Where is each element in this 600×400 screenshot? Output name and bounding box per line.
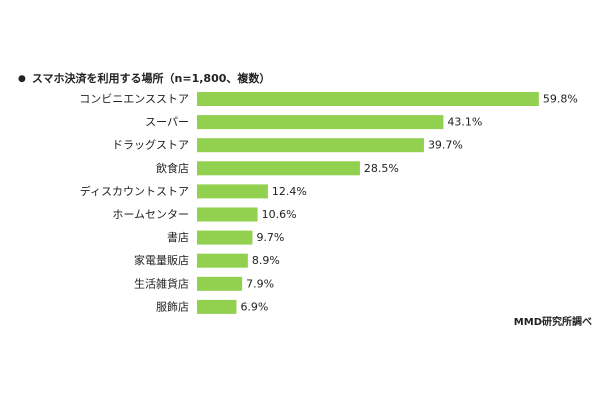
source-note: MMD研究所調べ: [513, 317, 592, 328]
bar: [197, 138, 424, 153]
bar: [197, 253, 248, 268]
bar: [197, 230, 253, 245]
value-label: 8.9%: [252, 254, 280, 267]
category-label: スーパー: [145, 116, 189, 129]
value-label: 9.7%: [256, 231, 284, 244]
category-label: ホームセンター: [112, 208, 189, 221]
category-label: 生活雑貨店: [134, 276, 189, 290]
bar: [197, 184, 268, 199]
chart-title-text: スマホ決済を利用する場所（n=1,800、複数）: [31, 72, 271, 85]
value-label: 43.1%: [447, 116, 482, 129]
chart-title: ● スマホ決済を利用する場所（n=1,800、複数）: [18, 70, 270, 86]
value-label: 6.9%: [240, 300, 268, 313]
bar: [197, 207, 258, 222]
bar: [197, 299, 237, 314]
bar: [197, 92, 539, 106]
value-label: 7.9%: [246, 277, 274, 290]
category-label: 書店: [167, 230, 189, 244]
category-label: 飲食店: [156, 161, 189, 175]
value-label: 10.6%: [262, 208, 297, 221]
bar: [197, 115, 444, 130]
category-label: コンビニエンスストア: [79, 93, 189, 106]
bar: [197, 161, 360, 176]
category-label: 服飾店: [156, 299, 189, 313]
category-label: 家電量販店: [134, 253, 189, 267]
value-label: 12.4%: [272, 185, 307, 198]
value-label: 59.8%: [543, 93, 578, 106]
category-label: ディスカウントストア: [80, 184, 189, 198]
value-label: 28.5%: [364, 162, 399, 175]
bar: [197, 276, 243, 291]
title-bullet: ●: [18, 74, 26, 84]
value-label: 39.7%: [428, 139, 463, 152]
category-label: ドラッグストア: [112, 138, 189, 152]
